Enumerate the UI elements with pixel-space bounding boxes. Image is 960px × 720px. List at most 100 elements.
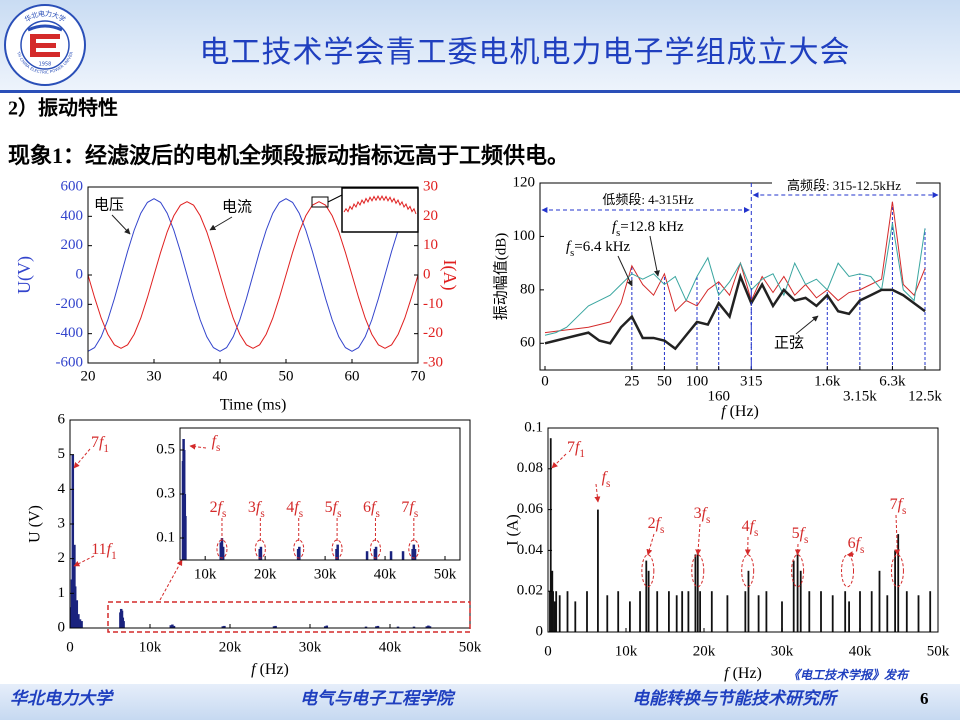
y-tick-label: 0 xyxy=(536,623,544,639)
zoom-trace xyxy=(343,194,417,215)
x-tick-label: 30k xyxy=(299,639,322,655)
x-tick-label: 315 xyxy=(740,373,763,389)
x-tick-label: 20k xyxy=(254,566,277,582)
x-tick-label: 60 xyxy=(345,368,360,384)
inset-stem xyxy=(221,546,225,560)
y-tick-label: 2 xyxy=(58,550,66,566)
header-rule xyxy=(0,90,960,93)
x-tick-label: 20k xyxy=(693,643,716,659)
x-tick-label: 30 xyxy=(147,368,162,384)
annotation: fs xyxy=(602,469,611,490)
text-part: 4 xyxy=(742,518,750,535)
stem xyxy=(886,595,889,632)
footer-band xyxy=(0,684,960,720)
stem xyxy=(75,600,79,628)
annotation: 5fs xyxy=(325,499,342,520)
logo-cn: 华北电力大学 xyxy=(23,9,67,24)
stem xyxy=(808,591,811,632)
inset-stem xyxy=(401,551,405,560)
text-part: s xyxy=(706,514,710,526)
text-part: f xyxy=(612,219,618,235)
stem xyxy=(549,438,552,632)
harmonic-ring xyxy=(841,554,855,588)
y2-axis-label: I(A) xyxy=(439,260,460,291)
annotation: 11f1 xyxy=(91,541,116,562)
text-part: 6 xyxy=(848,535,856,552)
y-tick-label: 10 xyxy=(423,237,438,253)
section-heading: 2）振动特性 xyxy=(8,96,118,120)
annotation-arrow xyxy=(646,533,655,556)
annotation: 6fs xyxy=(848,535,865,556)
harmonic-ring xyxy=(791,554,805,588)
x-tick-label: 0 xyxy=(66,639,74,655)
text-part: 7 xyxy=(91,434,99,451)
text-part: s xyxy=(804,534,808,546)
logo: NORTH CHINA ELECTRIC POWER UNIVERSITY 华北… xyxy=(0,0,86,86)
text-part: s xyxy=(860,544,864,556)
text-part: f xyxy=(750,518,757,535)
annotation-arrow xyxy=(551,453,567,469)
text-part: f xyxy=(256,499,263,516)
stem xyxy=(656,591,659,632)
y-tick-label: 30 xyxy=(423,178,438,194)
text-part: s xyxy=(754,527,758,539)
text-part: f xyxy=(218,499,225,516)
y-tick-label: 0.1 xyxy=(524,419,543,435)
stem xyxy=(905,591,908,632)
stem xyxy=(427,625,430,628)
inset-stem xyxy=(336,544,339,560)
inset-stem xyxy=(389,551,393,560)
text-part: f xyxy=(702,505,709,522)
text-part: s xyxy=(660,524,664,536)
y-tick-label: 0 xyxy=(423,266,431,282)
stem xyxy=(747,570,750,632)
text-part: s xyxy=(222,508,226,520)
y-axis-label: I (A) xyxy=(505,514,522,546)
text-part: f xyxy=(333,499,340,516)
text-part: f xyxy=(409,499,416,516)
stem xyxy=(375,626,378,628)
x-tick-label: 50k xyxy=(434,566,457,582)
stem xyxy=(552,591,554,632)
stem xyxy=(272,626,276,628)
annotation: fs xyxy=(212,433,221,454)
logo-arc-mark xyxy=(27,24,63,32)
inset-stem xyxy=(184,516,187,560)
text-part: s xyxy=(570,248,574,259)
annotation: 3fs xyxy=(248,499,265,520)
text-part: f xyxy=(566,239,572,255)
inset-stem xyxy=(413,549,417,560)
stem xyxy=(675,595,678,632)
x-tick-label: 20k xyxy=(219,639,242,655)
annotation: 7f1 xyxy=(567,439,585,460)
y-tick-label: -600 xyxy=(56,354,84,370)
stem xyxy=(428,626,432,628)
text-part: f xyxy=(602,469,609,486)
annotation: 低频段: 4-315Hz xyxy=(602,192,694,207)
annotation-arrow xyxy=(209,216,233,231)
harmonic-ring xyxy=(691,554,705,588)
inset-stem xyxy=(151,505,154,560)
stem xyxy=(122,621,125,628)
annotation: 3fs xyxy=(694,505,711,526)
text-part: s xyxy=(414,508,418,520)
text-part: f xyxy=(107,541,114,558)
text-part: s xyxy=(299,508,303,520)
inset-stem xyxy=(298,546,301,560)
y-tick-label: 120 xyxy=(513,174,536,190)
y-tick-label: 0.08 xyxy=(517,460,543,476)
text-part: s xyxy=(216,442,220,454)
stem xyxy=(78,619,82,628)
harmonic-ring xyxy=(890,554,904,588)
text-part: 7 xyxy=(567,439,575,456)
stem xyxy=(645,560,648,632)
harmonic-ring xyxy=(331,539,343,559)
inset-plot xyxy=(150,439,417,560)
stem xyxy=(221,626,225,628)
annotation-arrow xyxy=(73,448,91,469)
inset-stem xyxy=(150,472,153,560)
x-tick-label: 10k xyxy=(194,566,217,582)
stem xyxy=(757,595,760,632)
text-part: =6.4 kHz xyxy=(574,239,630,255)
